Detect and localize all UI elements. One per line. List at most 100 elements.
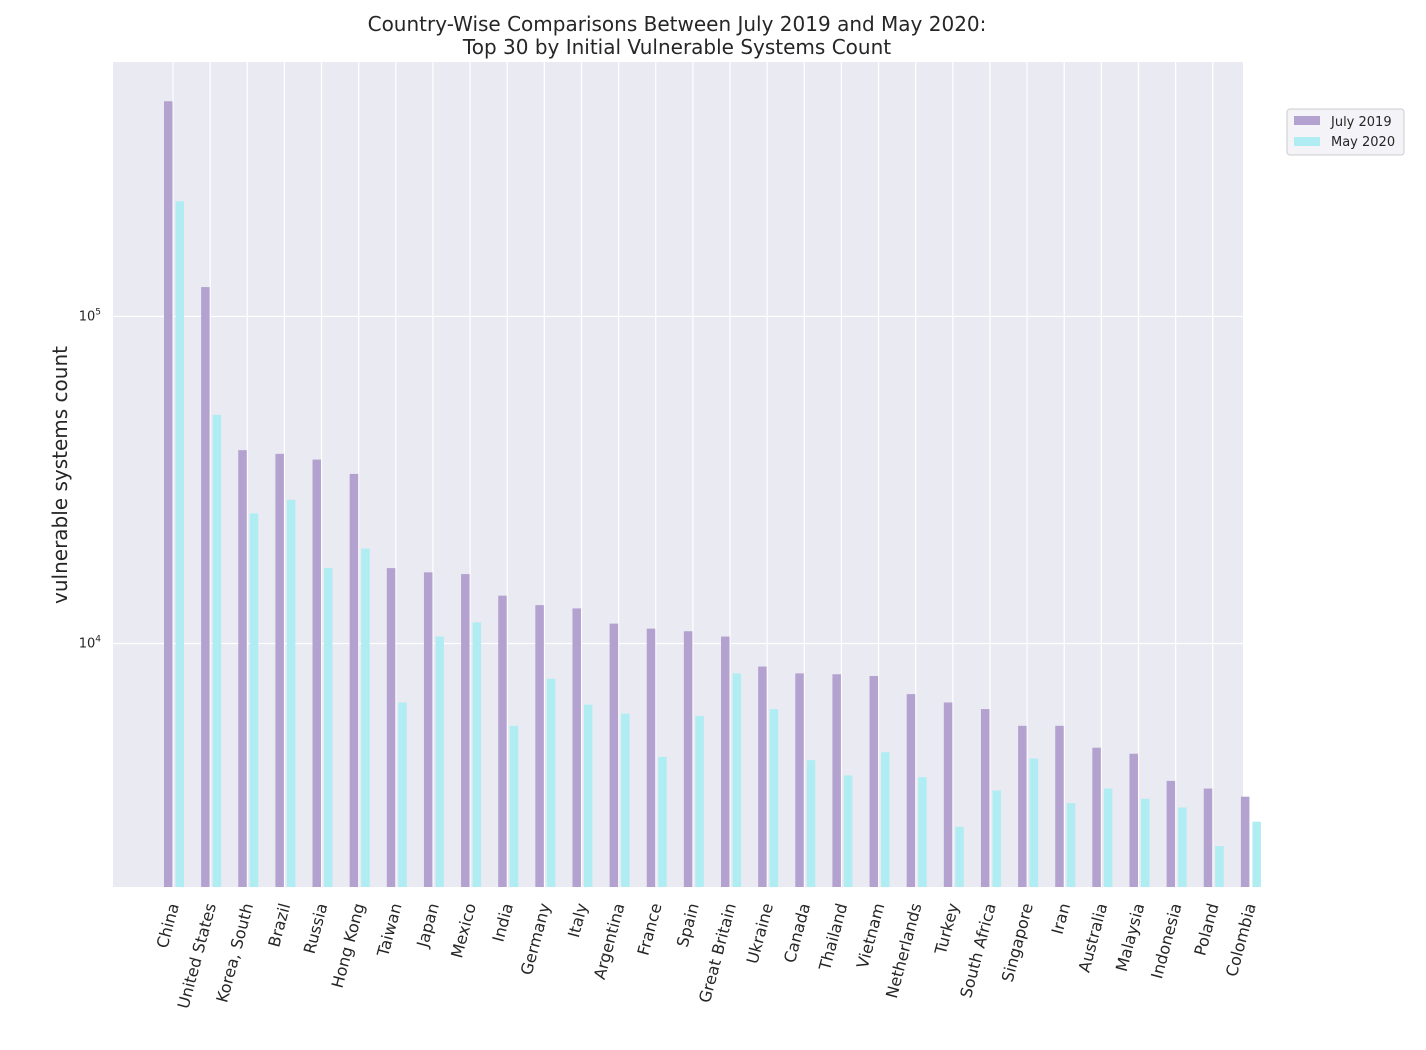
x-tick-label-brazil: Brazil xyxy=(264,901,294,949)
legend: July 2019 May 2020 xyxy=(1286,108,1405,156)
bar-may-2020-indonesia xyxy=(1178,807,1187,887)
y-axis-ticks: 104 105 xyxy=(79,307,102,651)
grid-lines xyxy=(113,62,1251,887)
legend-swatch-may-2020 xyxy=(1294,137,1320,146)
bar-may-2020-ukraine xyxy=(769,709,779,887)
bar-may-2020-malaysia xyxy=(1140,798,1150,887)
bar-may-2020-italy xyxy=(583,704,593,887)
bar-may-2020-colombia xyxy=(1252,821,1261,887)
bar-may-2020-poland xyxy=(1215,846,1224,887)
bar-may-2020-taiwan xyxy=(398,702,407,887)
bar-july-2019-south-africa xyxy=(980,709,990,887)
bar-july-2019-japan xyxy=(423,572,433,887)
bar-july-2019-colombia xyxy=(1240,796,1250,887)
y-axis-label: vulnerable systems count xyxy=(48,346,72,604)
x-tick-label-iran: Iran xyxy=(1048,901,1074,936)
bar-july-2019-taiwan xyxy=(386,568,396,887)
x-tick-label-germany: Germany xyxy=(517,901,554,977)
bar-july-2019-canada xyxy=(795,673,804,887)
bar-july-2019-argentina xyxy=(609,623,619,887)
x-tick-label-great-britain: Great Britain xyxy=(695,901,740,1005)
x-tick-label-ukraine: Ukraine xyxy=(743,901,777,966)
x-tick-label-hong-kong: Hong Kong xyxy=(328,901,369,990)
x-tick-label-spain: Spain xyxy=(673,901,703,949)
bars xyxy=(164,101,1261,887)
x-tick-label-turkey: Turkey xyxy=(931,901,963,957)
bar-may-2020-spain xyxy=(695,716,704,887)
bar-may-2020-australia xyxy=(1103,788,1113,887)
bar-may-2020-japan xyxy=(435,636,444,887)
bar-july-2019-poland xyxy=(1203,788,1213,887)
x-tick-label-poland: Poland xyxy=(1190,901,1222,958)
bar-july-2019-thailand xyxy=(832,674,841,887)
bar-may-2020-iran xyxy=(1066,803,1076,887)
bar-july-2019-mexico xyxy=(461,574,470,887)
y-tick-label: 104 xyxy=(79,634,102,651)
bar-july-2019-russia xyxy=(312,459,322,887)
bar-may-2020-korea-south xyxy=(249,513,259,887)
bar-may-2020-thailand xyxy=(843,775,853,887)
legend-label-july-2019: July 2019 xyxy=(1330,115,1392,130)
bar-may-2020-hong-kong xyxy=(361,548,370,887)
bar-may-2020-argentina xyxy=(621,713,630,887)
x-tick-label-mexico: Mexico xyxy=(447,901,480,960)
legend-label-may-2020: May 2020 xyxy=(1331,135,1395,150)
x-tick-label-australia: Australia xyxy=(1075,901,1112,974)
bar-july-2019-vietnam xyxy=(869,676,879,887)
bar-may-2020-vietnam xyxy=(881,752,890,887)
x-tick-label-canada: Canada xyxy=(780,901,814,965)
bar-july-2019-korea-south xyxy=(238,450,247,887)
legend-swatch-july-2019 xyxy=(1294,116,1320,125)
x-tick-label-singapore: Singapore xyxy=(998,901,1037,984)
bar-may-2020-india xyxy=(509,725,519,887)
bar-july-2019-united-states xyxy=(201,287,210,887)
bar-july-2019-singapore xyxy=(1018,725,1027,887)
x-tick-label-argentina: Argentina xyxy=(590,901,629,981)
x-tick-label-taiwan: Taiwan xyxy=(373,901,406,959)
bar-july-2019-turkey xyxy=(943,702,953,887)
x-tick-label-india: India xyxy=(489,901,518,944)
y-tick-label: 105 xyxy=(79,307,101,324)
bar-may-2020-mexico xyxy=(472,622,482,887)
chart-title-line-1: Country-Wise Comparisons Between July 20… xyxy=(368,12,987,36)
bar-may-2020-canada xyxy=(806,760,816,887)
x-tick-label-japan: Japan xyxy=(413,901,443,950)
bar-july-2019-ukraine xyxy=(758,666,767,887)
bar-july-2019-australia xyxy=(1092,747,1101,887)
x-tick-label-thailand: Thailand xyxy=(815,901,851,973)
x-tick-label-indonesia: Indonesia xyxy=(1147,901,1185,981)
chart-title-line-2: Top 30 by Initial Vulnerable Systems Cou… xyxy=(462,35,891,59)
bar-may-2020-turkey xyxy=(955,826,964,887)
bar-may-2020-united-states xyxy=(212,414,222,887)
bar-may-2020-germany xyxy=(546,678,556,887)
bar-july-2019-india xyxy=(498,595,507,887)
bar-july-2019-italy xyxy=(572,608,581,887)
x-tick-label-netherlands: Netherlands xyxy=(882,901,926,1000)
x-tick-label-korea-south: Korea, South xyxy=(212,901,257,1004)
bar-may-2020-france xyxy=(658,756,667,887)
x-tick-label-colombia: Colombia xyxy=(1222,901,1260,979)
bar-july-2019-china xyxy=(164,101,173,887)
plot-area xyxy=(113,62,1243,887)
x-tick-label-china: China xyxy=(153,901,183,950)
bar-may-2020-singapore xyxy=(1029,758,1039,887)
bar-may-2020-russia xyxy=(324,568,333,887)
x-tick-label-russia: Russia xyxy=(300,901,332,956)
bar-july-2019-iran xyxy=(1055,725,1064,887)
x-tick-label-south-africa: South Africa xyxy=(956,901,1000,1000)
bar-july-2019-brazil xyxy=(275,453,284,887)
bar-july-2019-germany xyxy=(535,605,544,887)
bar-may-2020-brazil xyxy=(286,499,296,887)
bar-may-2020-south-africa xyxy=(992,790,1001,887)
bar-july-2019-indonesia xyxy=(1166,780,1176,887)
bar-may-2020-great-britain xyxy=(732,673,742,887)
x-tick-label-france: France xyxy=(633,901,665,957)
bar-july-2019-netherlands xyxy=(906,694,916,887)
bar-july-2019-great-britain xyxy=(721,636,730,887)
x-tick-label-italy: Italy xyxy=(564,901,591,939)
x-tick-label-vietnam: Vietnam xyxy=(853,901,889,970)
bar-july-2019-malaysia xyxy=(1129,753,1138,887)
bar-july-2019-hong-kong xyxy=(349,473,359,887)
